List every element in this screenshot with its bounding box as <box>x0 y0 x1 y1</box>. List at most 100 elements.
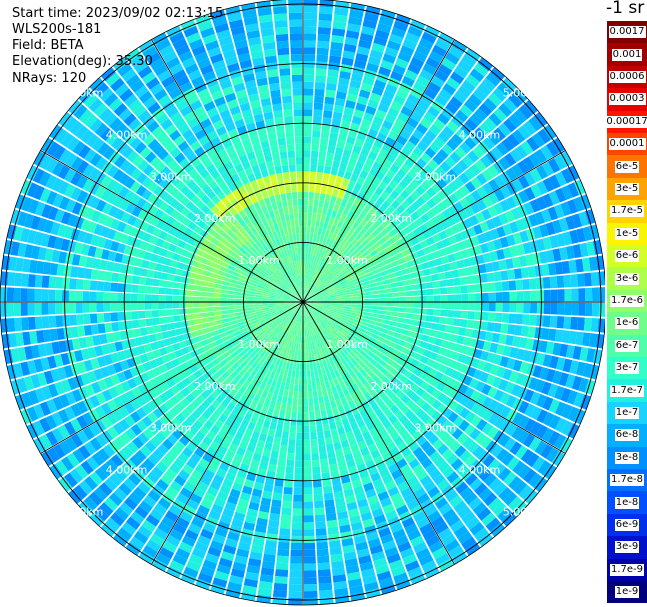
ppi-gate <box>289 303 297 307</box>
ppi-gate <box>168 504 182 517</box>
ppi-gate <box>347 279 355 285</box>
ppi-gate <box>227 309 235 314</box>
ppi-gate <box>460 345 470 355</box>
ppi-gate <box>376 22 392 34</box>
ppi-gate <box>45 430 59 446</box>
ppi-gate <box>326 408 333 417</box>
ppi-gate <box>253 324 262 330</box>
ppi-gate <box>449 96 463 109</box>
ppi-gate <box>58 409 70 424</box>
ppi-gate <box>23 375 35 391</box>
ppi-gate <box>21 273 29 287</box>
ppi-gate <box>253 274 262 280</box>
ppi-gate <box>372 375 381 384</box>
ppi-gate <box>481 169 494 182</box>
ppi-gate <box>396 135 408 146</box>
ppi-gate <box>271 499 282 508</box>
ppi-gate <box>305 281 309 289</box>
ppi-gate <box>341 417 350 427</box>
ppi-gate <box>506 357 516 370</box>
ppi-gate <box>269 348 276 356</box>
ppi-gate <box>190 266 199 274</box>
ppi-gate <box>298 377 303 385</box>
ppi-gate <box>530 168 542 183</box>
ppi-gate <box>346 321 354 327</box>
ppi-gate <box>356 310 365 315</box>
ppi-gate <box>75 464 89 479</box>
ppi-gate <box>214 419 224 429</box>
ppi-gate <box>155 552 171 566</box>
ppi-gate <box>412 463 424 475</box>
ppi-gate <box>482 195 493 208</box>
ppi-gate <box>417 99 430 112</box>
ppi-gate <box>251 265 259 272</box>
ppi-gate <box>286 459 295 468</box>
ppi-gate <box>27 274 36 288</box>
ppi-gate <box>539 366 549 380</box>
ppi-gate <box>382 503 395 514</box>
ppi-gate <box>255 272 263 278</box>
ppi-gate <box>479 321 488 331</box>
ppi-gate <box>378 577 394 588</box>
ppi-gate <box>316 317 322 324</box>
ppi-gate <box>313 319 318 326</box>
ppi-gate <box>314 81 326 90</box>
ppi-gate <box>162 223 172 233</box>
ppi-gate <box>459 486 473 500</box>
ppi-gate <box>440 255 450 265</box>
ppi-gate <box>488 292 496 302</box>
ppi-gate <box>362 284 371 289</box>
ppi-gate <box>356 286 364 291</box>
ppi-gate <box>269 322 277 328</box>
ppi-gate <box>102 444 116 458</box>
ppi-gate <box>432 361 442 371</box>
ppi-gate <box>176 492 189 505</box>
ppi-gate <box>508 113 522 128</box>
ppi-gate <box>174 349 184 358</box>
ppi-gate <box>304 336 308 344</box>
ppi-gate <box>440 302 448 310</box>
ppi-gate <box>168 226 178 236</box>
ppi-gate <box>337 297 345 301</box>
ppi-gate <box>166 535 181 548</box>
ppi-gate <box>344 224 352 233</box>
ppi-gate <box>334 226 341 235</box>
ppi-gate <box>376 215 386 224</box>
ppi-gate <box>404 523 418 535</box>
ppi-gate <box>453 65 469 79</box>
ppi-gate <box>303 19 317 27</box>
ppi-gate <box>268 303 276 306</box>
ppi-gate <box>82 302 90 313</box>
ppi-gate <box>542 276 551 289</box>
ppi-gate <box>506 133 520 148</box>
ppi-gate <box>372 393 381 403</box>
ppi-gate <box>290 312 295 319</box>
ppi-gate <box>307 307 312 314</box>
ppi-gate <box>276 465 286 474</box>
ppi-gate <box>341 177 350 187</box>
ppi-gate <box>357 154 367 164</box>
ppi-gate <box>485 72 501 87</box>
ppi-gate <box>355 160 365 170</box>
ppi-gate <box>534 148 548 164</box>
ppi-gate <box>335 383 342 392</box>
ppi-gate <box>337 228 345 237</box>
ppi-gate <box>309 295 316 300</box>
ppi-gate <box>384 310 392 316</box>
ppi-gate <box>176 334 185 343</box>
ppi-gate <box>538 251 548 264</box>
ppi-gate <box>318 265 324 273</box>
ppi-gate <box>411 163 423 174</box>
ppi-gate <box>148 261 157 271</box>
ppi-gate <box>410 111 423 123</box>
ppi-gate <box>278 451 287 460</box>
ppi-gate <box>346 93 358 103</box>
ppi-gate <box>212 371 221 381</box>
ppi-gate <box>467 284 475 293</box>
ppi-gate <box>453 251 463 261</box>
ppi-gate <box>195 394 206 404</box>
ppi-gate <box>333 490 344 500</box>
ppi-gate <box>415 387 426 397</box>
ppi-gate <box>410 358 420 368</box>
ppi-gate <box>481 292 489 302</box>
